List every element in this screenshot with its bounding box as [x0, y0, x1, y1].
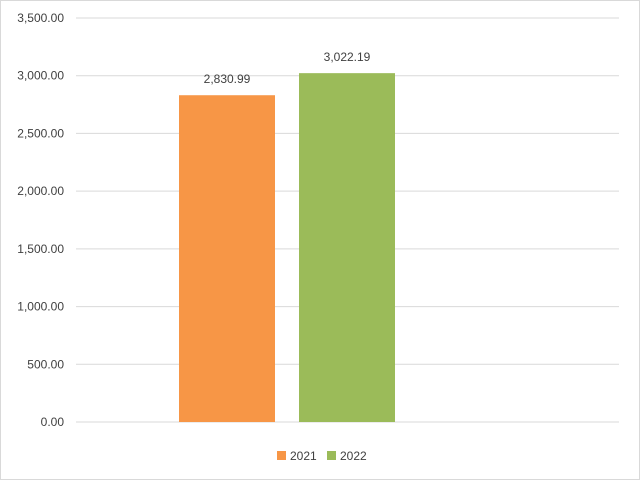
y-axis-tick-labels: 0.00 500.00 1,000.00 1,500.00 2,000.00 2,500.… [17, 11, 64, 429]
bar-2021 [179, 95, 275, 422]
legend: 2021 2022 [277, 449, 367, 463]
y-tick-label: 3,000.00 [17, 69, 64, 83]
y-tick-label: 500.00 [27, 357, 64, 371]
data-label-2022: 3,022.19 [324, 50, 371, 64]
bars [179, 73, 395, 422]
y-tick-label: 2,500.00 [17, 126, 64, 140]
y-tick-label: 0.00 [41, 415, 65, 429]
legend-label-2022: 2022 [340, 449, 367, 463]
y-tick-label: 1,000.00 [17, 300, 64, 314]
legend-swatch-2022 [327, 451, 336, 460]
data-labels: 2,830.99 3,022.19 [204, 50, 371, 86]
legend-label-2021: 2021 [290, 449, 317, 463]
data-label-2021: 2,830.99 [204, 72, 251, 86]
y-tick-label: 3,500.00 [17, 11, 64, 25]
y-tick-label: 2,000.00 [17, 184, 64, 198]
y-tick-label: 1,500.00 [17, 242, 64, 256]
legend-swatch-2021 [277, 451, 286, 460]
bar-2022 [299, 73, 395, 422]
